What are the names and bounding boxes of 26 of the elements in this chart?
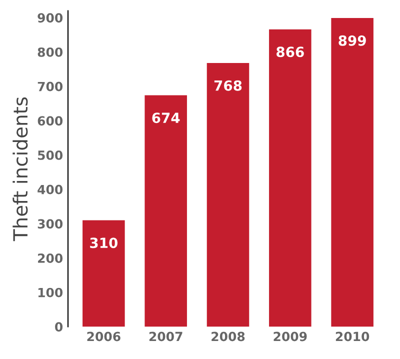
x-tick-label: 2009	[274, 332, 307, 342]
bar	[144, 95, 187, 327]
y-tick-label: 300	[38, 219, 63, 229]
data-label: 674	[152, 112, 180, 124]
y-tick-label: 400	[38, 184, 63, 194]
y-tick-label: 900	[38, 13, 63, 23]
data-label: 899	[338, 35, 366, 46]
data-label: 310	[90, 238, 118, 248]
y-tick-label: 0	[55, 322, 63, 332]
x-tick-label: 2006	[87, 332, 120, 342]
x-tick-label: 2010	[336, 332, 370, 342]
y-tick-label: 800	[38, 47, 63, 57]
y-tick-label: 100	[38, 288, 63, 298]
data-label: 866	[276, 46, 304, 58]
bar	[269, 29, 312, 327]
y-tick-label: 700	[38, 82, 63, 92]
y-axis-title: Theft incidents	[12, 97, 28, 242]
bar	[206, 62, 250, 327]
bar	[331, 18, 374, 327]
y-tick-label: 500	[38, 150, 63, 160]
y-tick-label: 600	[38, 116, 63, 126]
x-tick-label: 2007	[149, 332, 182, 342]
data-label: 768	[214, 80, 242, 91]
bar	[82, 220, 125, 327]
y-tick-label: 200	[38, 253, 63, 263]
x-tick-label: 2008	[212, 332, 245, 342]
